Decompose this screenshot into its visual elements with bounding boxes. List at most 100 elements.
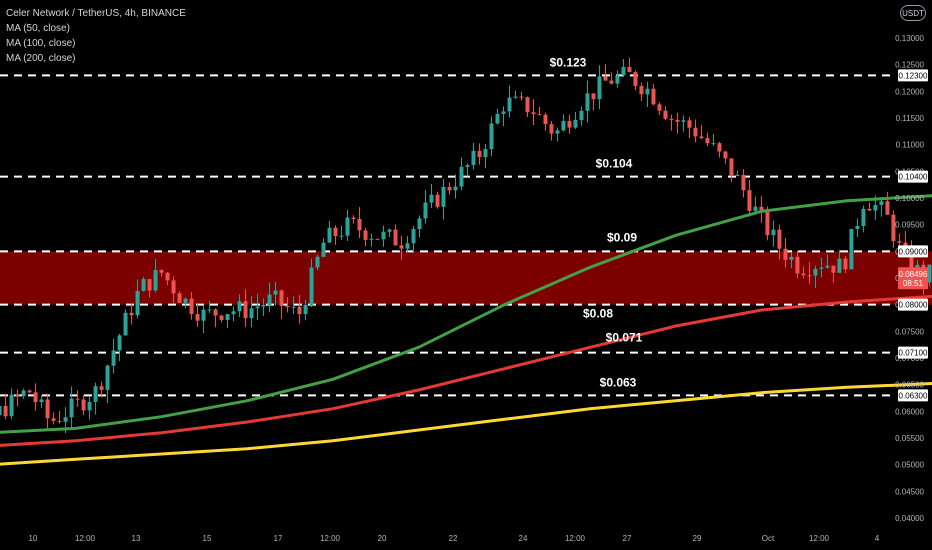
candle-body	[891, 214, 896, 242]
candle-body	[507, 97, 512, 112]
price-tag-label: 0.08000	[899, 301, 928, 310]
candle-body	[327, 227, 332, 243]
x-tick-label: 22	[449, 534, 458, 543]
candle-body	[693, 127, 698, 137]
candle-body	[525, 97, 530, 113]
price-tag	[898, 69, 928, 82]
x-tick-label: 12:00	[565, 534, 586, 543]
x-tick-label: Oct	[762, 534, 775, 543]
candle-body	[273, 290, 278, 295]
x-tick-label: 29	[693, 534, 702, 543]
candle-body	[627, 67, 632, 73]
candle-body	[21, 390, 26, 397]
y-tick-label: 0.13000	[895, 34, 924, 43]
level-label: $0.063	[600, 375, 637, 389]
candle-body	[315, 256, 320, 268]
candle-body	[489, 123, 494, 150]
candle-body	[261, 305, 266, 307]
candle-body	[309, 267, 314, 305]
candle-body	[369, 238, 374, 240]
candle-body	[81, 399, 86, 411]
candle-body	[717, 143, 722, 152]
candle-body	[147, 279, 152, 291]
candle-body	[69, 398, 74, 418]
x-tick-label: 24	[519, 534, 528, 543]
candle-body	[567, 120, 572, 128]
candle-body	[177, 293, 182, 303]
ma50-legend: MA (50, close)	[6, 23, 70, 34]
candle-body	[165, 272, 170, 281]
candle-body	[681, 120, 686, 122]
level-label: $0.08	[583, 307, 613, 321]
candle-body	[543, 114, 548, 125]
candle-body	[585, 93, 590, 111]
x-tick-label: 17	[274, 534, 283, 543]
candle-body	[171, 280, 176, 294]
candle-body	[807, 275, 812, 277]
y-tick-label: 0.11000	[896, 141, 925, 150]
candle-body	[231, 311, 236, 315]
candle-body	[783, 248, 788, 260]
x-tick-label: 20	[378, 534, 387, 543]
candle-body	[249, 308, 254, 319]
y-tick-label: 0.11500	[896, 114, 925, 123]
candle-body	[615, 75, 620, 84]
ma200-legend: MA (200, close)	[6, 53, 76, 64]
price-tag-label: 0.06300	[899, 391, 928, 400]
candle-body	[285, 305, 290, 308]
candle-body	[669, 118, 674, 120]
candle-body	[801, 273, 806, 276]
candle-body	[645, 88, 650, 95]
price-tag-label: 0.12300	[899, 71, 928, 80]
candle-body	[387, 229, 392, 232]
candle-body	[207, 309, 212, 311]
candle-body	[495, 113, 500, 124]
candle-body	[753, 206, 758, 211]
candle-body	[291, 306, 296, 308]
candle-body	[267, 294, 272, 306]
candle-body	[663, 110, 668, 119]
candle-body	[63, 417, 68, 422]
candle-body	[129, 312, 134, 316]
candle-body	[723, 151, 728, 159]
candle-body	[633, 72, 638, 86]
currency-button[interactable]: USDT	[900, 5, 926, 21]
candle-body	[777, 229, 782, 249]
candle-body	[579, 110, 584, 121]
candle-body	[75, 398, 80, 400]
candle-body	[201, 309, 206, 321]
candle-body	[279, 290, 284, 306]
candle-body	[483, 149, 488, 158]
candle-body	[345, 217, 350, 236]
x-tick-label: 12:00	[320, 534, 341, 543]
y-tick-label: 0.05000	[895, 461, 924, 470]
y-tick-label: 0.07500	[895, 327, 924, 336]
level-label: $0.104	[596, 157, 633, 171]
candle-body	[591, 93, 596, 100]
x-tick-label: 27	[623, 534, 632, 543]
candle-body	[471, 150, 476, 166]
candle-body	[357, 219, 362, 231]
y-tick-label: 0.10000	[895, 194, 924, 203]
candle-body	[729, 158, 734, 176]
x-tick-label: 4	[875, 534, 880, 543]
candle-body	[519, 96, 524, 98]
candle-body	[603, 76, 608, 81]
ma50-line	[0, 194, 932, 434]
candle-body	[255, 306, 260, 309]
candle-body	[243, 301, 248, 319]
price-tag	[898, 389, 928, 402]
candle-body	[513, 96, 518, 98]
candle-body	[735, 174, 740, 176]
candle-body	[3, 405, 8, 417]
candle-body	[837, 258, 842, 273]
candle-body	[105, 365, 110, 390]
candle-body	[213, 309, 218, 316]
candle-body	[321, 242, 326, 257]
candle-body	[813, 268, 818, 276]
y-tick-label: 0.12000	[895, 87, 924, 96]
candle-body	[123, 312, 128, 336]
candle-body	[459, 166, 464, 187]
candle-body	[465, 165, 470, 167]
